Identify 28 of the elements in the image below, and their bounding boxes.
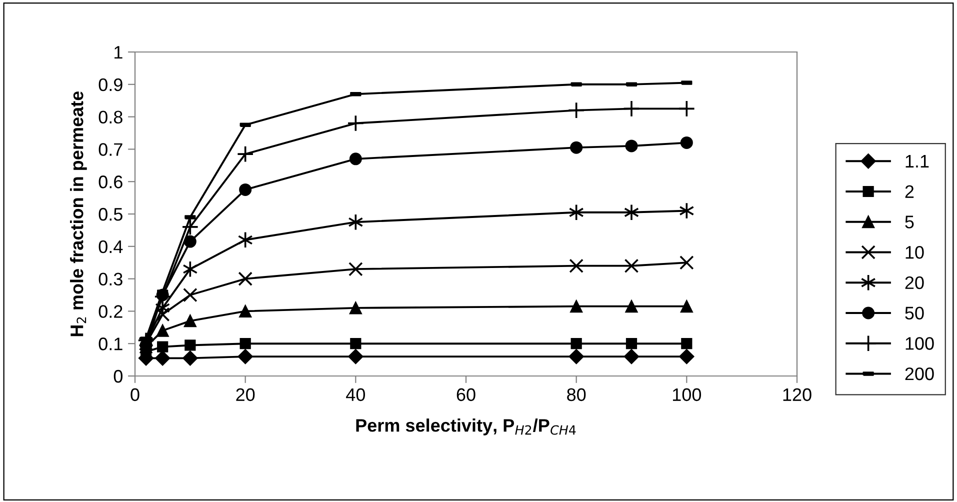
legend-label: 200	[905, 367, 934, 380]
y-tick-label: 0.8	[98, 110, 122, 124]
y-tick-label: 0.9	[98, 78, 122, 92]
y-tick-label: 0.7	[98, 143, 122, 156]
legend-label: 5	[905, 216, 914, 228]
x-tick-label: 60	[456, 388, 476, 402]
x-tick-label: 80	[567, 388, 586, 402]
y-axis-title: H$_{2}$ mole fraction in permeate	[70, 91, 87, 336]
y-tick-label: 0.3	[98, 272, 122, 286]
y-tick-label: 0.1	[98, 338, 122, 350]
legend-label: 10	[906, 246, 924, 259]
x-tick-label: 100	[672, 388, 702, 402]
legend-label: 1.1	[906, 155, 929, 168]
y-tick-label: 1	[114, 46, 122, 59]
legend-label: 50	[905, 306, 924, 320]
x-axis-title: Perm selectivity, P$_{H2}$/P$_{CH4}$	[356, 418, 576, 436]
y-tick-label: 0.6	[98, 176, 122, 188]
y-tick-label: 0.2	[98, 305, 122, 318]
legend-label: 100	[906, 337, 934, 350]
y-tick-label: 0.5	[98, 208, 122, 221]
x-tick-label: 20	[236, 388, 255, 402]
x-tick-label: 120	[783, 388, 812, 402]
legend-label: 2	[905, 185, 914, 198]
x-tick-label: 0	[130, 388, 140, 402]
x-tick-label: 40	[346, 388, 366, 402]
y-tick-label: 0	[114, 370, 122, 383]
y-tick-label: 0.4	[98, 240, 123, 254]
legend-label: 20	[905, 276, 924, 290]
